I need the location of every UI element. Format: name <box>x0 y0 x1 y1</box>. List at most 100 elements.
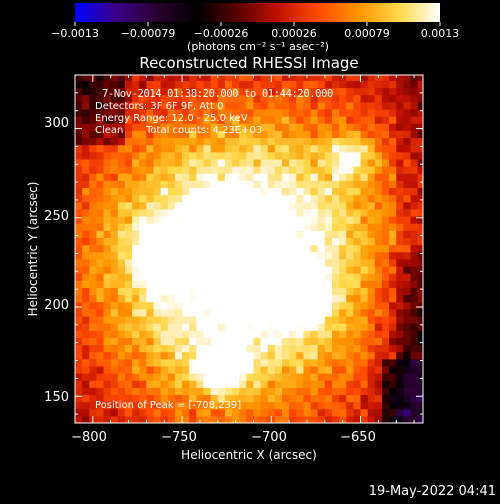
heatmap-cell <box>96 258 105 267</box>
heatmap-cell <box>389 101 397 110</box>
heatmap-cell <box>75 137 83 146</box>
heatmap-cell <box>110 108 119 117</box>
heatmap-cell <box>360 387 369 396</box>
heatmap-cell <box>310 130 319 139</box>
heatmap-cell <box>167 223 176 231</box>
heatmap-cell <box>203 387 212 396</box>
heatmap-cell <box>174 330 183 338</box>
heatmap-cell <box>146 373 155 381</box>
heatmap-cell <box>374 180 383 189</box>
heatmap-cell <box>403 337 412 346</box>
heatmap-cell <box>374 323 383 331</box>
heatmap-cell <box>146 230 155 238</box>
heatmap-cell <box>110 351 119 360</box>
heatmap-cell <box>146 408 155 417</box>
heatmap-cell <box>403 173 412 181</box>
heatmap-cell <box>353 87 362 96</box>
heatmap-cell <box>417 75 423 81</box>
heatmap-cell <box>203 223 212 231</box>
heatmap-cell <box>339 387 347 396</box>
heatmap-cell <box>110 208 119 217</box>
heatmap-cell <box>360 80 369 89</box>
heatmap-cell <box>289 237 297 246</box>
heatmap-cell <box>239 323 247 331</box>
heatmap-cell <box>253 94 262 103</box>
heatmap-cell <box>296 130 305 139</box>
heatmap-cell <box>310 173 319 181</box>
heatmap-cell <box>417 180 423 189</box>
heatmap-cell <box>282 237 290 246</box>
heatmap-cell <box>132 123 140 131</box>
heatmap-cell <box>282 158 290 167</box>
heatmap-cell <box>153 373 162 381</box>
heatmap-cell <box>331 123 340 131</box>
heatmap-cell <box>381 401 390 410</box>
heatmap-cell <box>239 94 247 103</box>
heatmap-cell <box>389 258 397 267</box>
heatmap-cell <box>331 315 340 324</box>
heatmap-cell <box>303 80 312 89</box>
heatmap-cell <box>182 123 190 131</box>
heatmap-cell <box>410 380 419 388</box>
heatmap-cell <box>117 94 126 103</box>
heatmap-cell <box>110 187 119 196</box>
heatmap-cell <box>360 151 369 160</box>
heatmap-cell <box>117 323 126 331</box>
heatmap-cell <box>124 365 133 374</box>
heatmap-cell <box>160 294 169 303</box>
heatmap-cell <box>89 251 98 260</box>
heatmap-cell <box>296 230 305 238</box>
heatmap-cell <box>103 166 112 174</box>
heatmap-cell <box>139 287 147 296</box>
heatmap-cell <box>353 380 362 388</box>
heatmap-cell <box>203 315 212 324</box>
heatmap-cell <box>239 130 247 139</box>
heatmap-cell <box>260 294 269 303</box>
heatmap-cell <box>182 144 190 153</box>
heatmap-cell <box>124 294 133 303</box>
heatmap-cell <box>203 94 212 103</box>
heatmap-cell <box>224 280 233 288</box>
heatmap-cell <box>217 166 226 174</box>
heatmap-cell <box>75 344 83 353</box>
heatmap-cell <box>346 208 354 217</box>
heatmap-cell <box>153 380 162 388</box>
heatmap-cell <box>324 408 333 417</box>
heatmap-cell <box>331 180 340 189</box>
heatmap-cell <box>260 130 269 139</box>
heatmap-cell <box>410 344 419 353</box>
heatmap-cell <box>103 201 112 210</box>
heatmap-cell <box>89 380 98 388</box>
heatmap-cell <box>410 308 419 317</box>
heatmap-cell <box>324 208 333 217</box>
heatmap-cell <box>239 244 247 253</box>
heatmap-cell <box>360 351 369 360</box>
heatmap-cell <box>117 387 126 396</box>
heatmap-cell <box>331 273 340 281</box>
heatmap-cell <box>103 251 112 260</box>
heatmap-cell <box>410 130 419 139</box>
heatmap-cell <box>267 137 276 146</box>
heatmap-cell <box>239 387 247 396</box>
heatmap-cell <box>217 380 226 388</box>
heatmap-cell <box>410 223 419 231</box>
colorbar-gradient <box>75 3 440 22</box>
heatmap-cell <box>417 308 423 317</box>
heatmap-cell <box>239 87 247 96</box>
heatmap-cell <box>410 273 419 281</box>
colorbar-tick-label: 0.00079 <box>344 27 390 40</box>
heatmap-cell <box>360 280 369 288</box>
heatmap-cell <box>317 208 326 217</box>
heatmap-cell <box>360 415 369 423</box>
heatmap-cell <box>324 251 333 260</box>
heatmap-cell <box>239 237 247 246</box>
heatmap-cell <box>403 144 412 153</box>
heatmap-cell <box>103 215 112 224</box>
x-tick-label: −650 <box>340 430 376 445</box>
heatmap-cell <box>153 101 162 110</box>
heatmap-cell <box>217 273 226 281</box>
heatmap-cell <box>75 358 83 367</box>
heatmap-cell <box>224 365 233 374</box>
heatmap-cell <box>324 101 333 110</box>
heatmap-cell <box>224 144 233 153</box>
